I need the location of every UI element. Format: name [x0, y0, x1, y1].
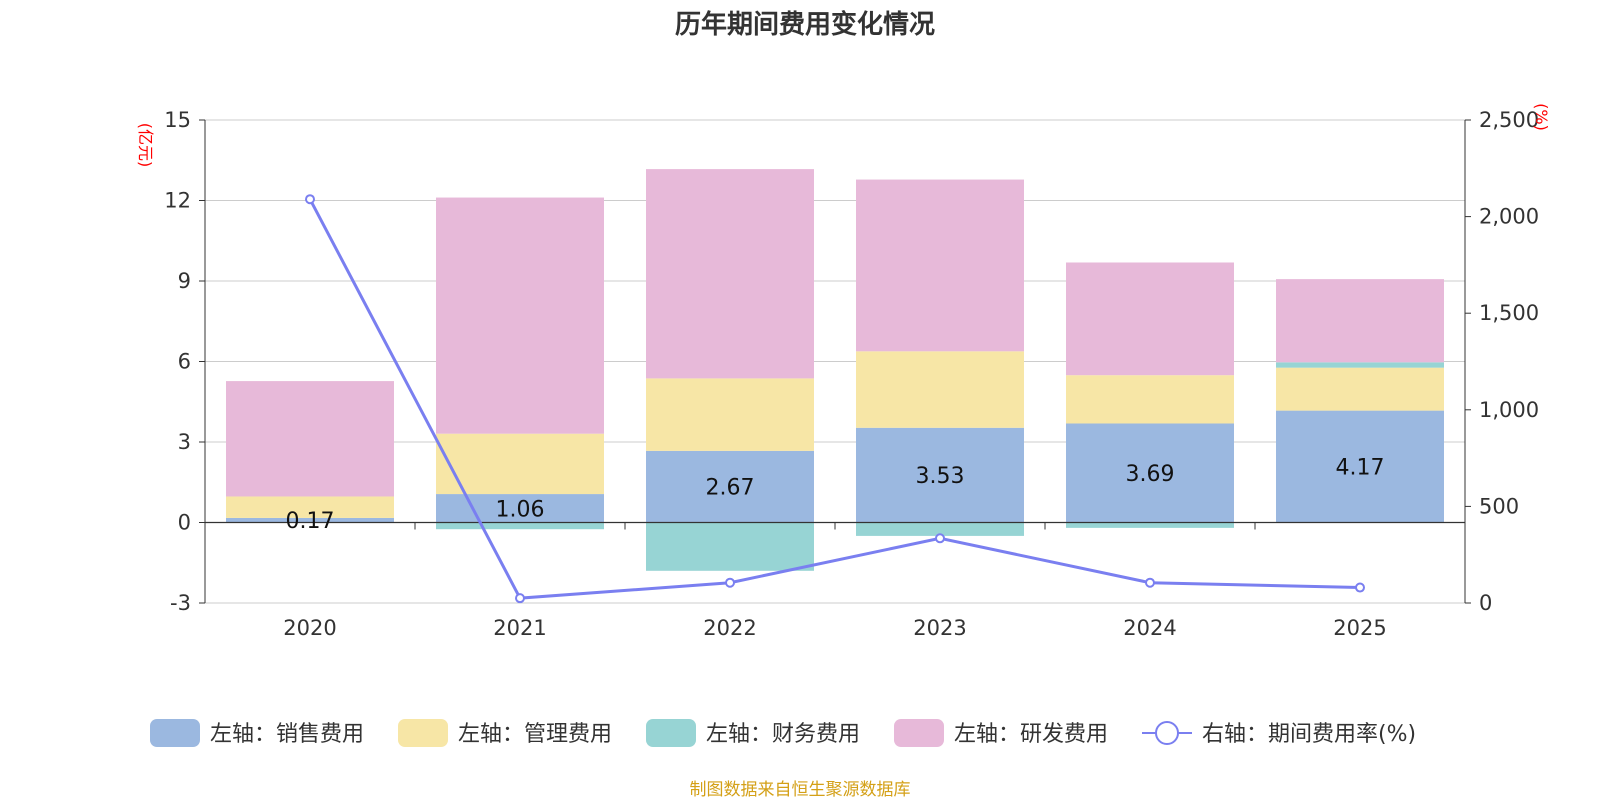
right-tick-label: 1,000 [1479, 398, 1539, 422]
rate-point-2023 [935, 533, 945, 544]
bar-2022-1 [646, 378, 814, 451]
rate-point-2025 [1355, 582, 1365, 593]
sales-label-2025: 4.17 [1336, 456, 1385, 481]
bar-2021-1 [436, 433, 604, 495]
bar-2022-0 [646, 450, 814, 523]
right-axis-unit: (%) [1532, 103, 1551, 131]
bar-2023-3 [856, 179, 1024, 352]
legend-label-4: 右轴：期间费用率(%) [1202, 722, 1416, 747]
bar-2023-0 [856, 427, 1024, 523]
rate-point-2022 [725, 577, 735, 588]
bars [226, 169, 1444, 571]
legend-label-3: 左轴：研发费用 [954, 722, 1108, 747]
rate-point-2021 [515, 593, 525, 604]
legend-swatch-0 [150, 719, 200, 747]
legend-marker-4 [1155, 721, 1179, 745]
legend-swatch-1 [398, 719, 448, 747]
left-tick-label: 15 [164, 108, 191, 132]
legend-swatch-2 [646, 719, 696, 747]
bar-2024-2 [1066, 522, 1234, 528]
rate-polyline [308, 198, 1361, 600]
bar-2025-3 [1276, 279, 1444, 363]
bar-2020-1 [226, 496, 394, 518]
rate-point-2020 [305, 194, 315, 205]
left-tick-label: 3 [178, 430, 191, 454]
left-tick-label: -3 [170, 591, 191, 615]
bar-2024-0 [1066, 423, 1234, 523]
legend-label-1: 左轴：管理费用 [458, 722, 612, 747]
legend-swatch-3 [894, 719, 944, 747]
bar-2021-2 [436, 522, 604, 530]
legend: 左轴：销售费用 左轴：管理费用 左轴：财务费用 左轴：研发费用 右轴：期间费用率(%) [150, 719, 1416, 747]
bar-2024-3 [1066, 262, 1234, 376]
right-tick-label: 2,500 [1479, 108, 1539, 132]
left-tick-label: 9 [178, 269, 191, 293]
legend-label-0: 左轴：销售费用 [210, 722, 364, 747]
bar-2025-1 [1276, 367, 1444, 411]
x-tick-label: 2023 [913, 616, 966, 640]
left-tick-label: 0 [178, 511, 191, 535]
left-tick-label: 6 [178, 350, 191, 374]
rate-line [305, 194, 1365, 604]
bar-2021-3 [436, 197, 604, 434]
left-axis-unit: (亿元) [136, 123, 155, 168]
legend-label-2: 左轴：财务费用 [706, 722, 860, 747]
right-tick-label: 0 [1479, 591, 1492, 615]
bar-2023-1 [856, 351, 1024, 428]
bar-labels: 0.17 1.06 2.67 3.53 3.69 4.17 [286, 456, 1385, 535]
bar-2025-0 [1276, 410, 1444, 523]
x-tick-label: 2024 [1123, 616, 1176, 640]
bar-2020-0 [226, 517, 394, 523]
bar-2023-2 [856, 522, 1024, 536]
bar-2025-2 [1276, 362, 1444, 368]
bar-2024-1 [1066, 375, 1234, 424]
x-tick-label: 2020 [283, 616, 336, 640]
left-tick-label: 12 [164, 189, 191, 213]
right-tick-label: 500 [1479, 494, 1519, 518]
sales-label-2020: 0.17 [286, 509, 335, 534]
x-tick-label: 2021 [493, 616, 546, 640]
bar-2022-2 [646, 522, 814, 571]
right-tick-label: 2,000 [1479, 205, 1539, 229]
source-note: 制图数据来自恒生聚源数据库 [690, 780, 911, 800]
right-tick-label: 1,500 [1479, 301, 1539, 325]
axes: -3 0 3 6 9 12 15 0 500 1,000 1,500 2,000 2,500 2020 20… [136, 103, 1551, 640]
sales-label-2021: 1.06 [496, 497, 545, 522]
sales-label-2022: 2.67 [706, 476, 755, 501]
sales-label-2024: 3.69 [1126, 462, 1175, 487]
sales-label-2023: 3.53 [916, 464, 965, 489]
chart-title: 历年期间费用变化情况 [675, 9, 935, 40]
bar-2021-0 [436, 494, 604, 523]
x-tick-label: 2025 [1333, 616, 1386, 640]
bar-2020-3 [226, 381, 394, 497]
rate-point-2024 [1145, 577, 1155, 588]
x-tick-label: 2022 [703, 616, 756, 640]
bar-2022-3 [646, 169, 814, 379]
